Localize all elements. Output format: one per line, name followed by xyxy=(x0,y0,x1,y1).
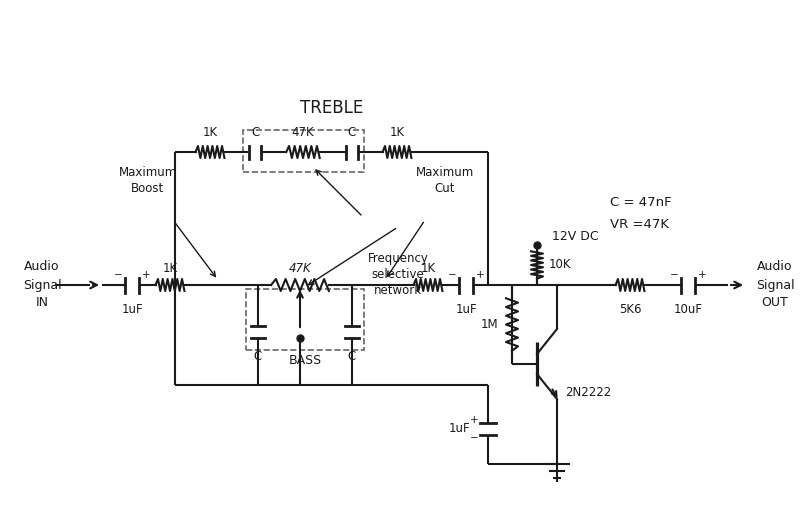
Text: TREBLE: TREBLE xyxy=(300,99,363,117)
Text: 1M: 1M xyxy=(480,319,498,331)
Bar xyxy=(246,289,364,350)
Text: Audio
Signal
OUT: Audio Signal OUT xyxy=(756,261,794,310)
Text: 2N2222: 2N2222 xyxy=(565,386,611,398)
Text: BASS: BASS xyxy=(289,354,322,367)
Text: 1K: 1K xyxy=(162,262,178,275)
Text: VR =47K: VR =47K xyxy=(610,218,669,230)
Text: +: + xyxy=(142,270,150,280)
Text: C: C xyxy=(348,350,356,363)
Text: +: + xyxy=(698,270,706,280)
Text: 12V DC: 12V DC xyxy=(552,230,598,243)
Text: +: + xyxy=(470,415,478,425)
Text: 47K: 47K xyxy=(292,126,314,139)
Text: −: − xyxy=(470,433,478,443)
Text: Frequency
selective
network: Frequency selective network xyxy=(367,252,429,297)
Bar xyxy=(243,130,364,172)
Text: 1K: 1K xyxy=(390,126,405,139)
Text: 1K: 1K xyxy=(202,126,218,139)
Text: C: C xyxy=(348,126,356,139)
Text: −: − xyxy=(670,270,678,280)
Text: −: − xyxy=(448,270,456,280)
Text: 10uF: 10uF xyxy=(674,303,702,316)
Text: C = 47nF: C = 47nF xyxy=(610,195,672,209)
Text: Maximum
Cut: Maximum Cut xyxy=(416,166,474,195)
Text: 1K: 1K xyxy=(421,262,435,275)
Text: 1uF: 1uF xyxy=(455,303,477,316)
Text: −: − xyxy=(114,270,122,280)
Text: C: C xyxy=(251,126,259,139)
Text: C: C xyxy=(254,350,262,363)
Text: 5K6: 5K6 xyxy=(618,303,642,316)
Text: Maximum
Boost: Maximum Boost xyxy=(119,166,177,195)
Text: Audio
Signal
IN: Audio Signal IN xyxy=(22,261,62,310)
Text: 1uF: 1uF xyxy=(448,422,470,436)
Text: 47K: 47K xyxy=(289,262,311,275)
Text: 10K: 10K xyxy=(549,259,571,271)
Text: +: + xyxy=(476,270,484,280)
Text: 1uF: 1uF xyxy=(121,303,143,316)
